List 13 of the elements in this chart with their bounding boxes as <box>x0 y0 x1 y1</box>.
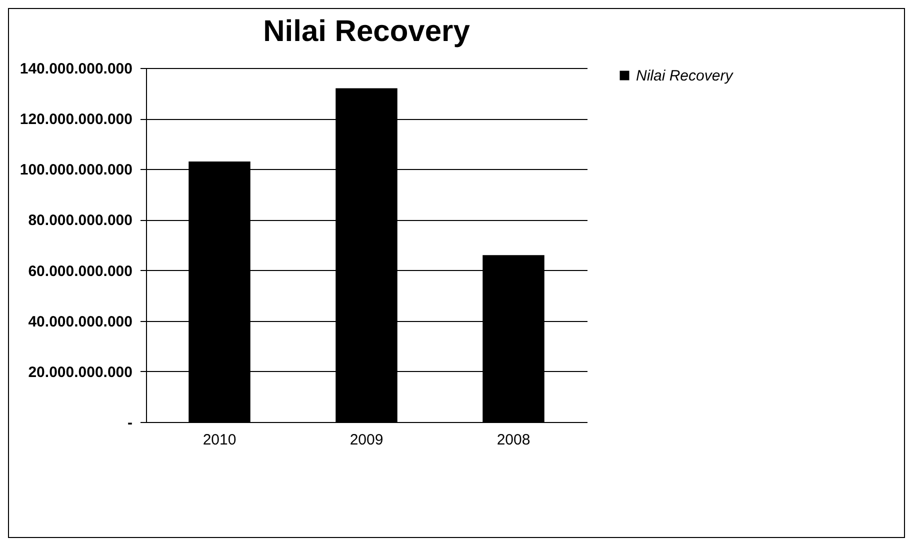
chart-title: Nilai Recovery <box>263 15 470 48</box>
y-tick-label: - <box>128 414 132 432</box>
y-tick-label: 140.000.000.000 <box>20 60 132 78</box>
y-tick-label: 100.000.000.000 <box>20 162 132 179</box>
y-tick-label: 80.000.000.000 <box>28 212 132 230</box>
legend-label: Nilai Recovery <box>636 68 734 84</box>
y-tick-label: 60.000.000.000 <box>28 262 132 280</box>
x-tick-label: 2008 <box>496 432 530 448</box>
x-tick-label: 2010 <box>202 432 236 448</box>
y-tick-label: 20.000.000.000 <box>28 364 132 381</box>
y-tick-label: 120.000.000.000 <box>20 111 132 128</box>
y-tick-label: 40.000.000.000 <box>28 313 132 330</box>
x-tick-label: 2009 <box>350 432 384 448</box>
